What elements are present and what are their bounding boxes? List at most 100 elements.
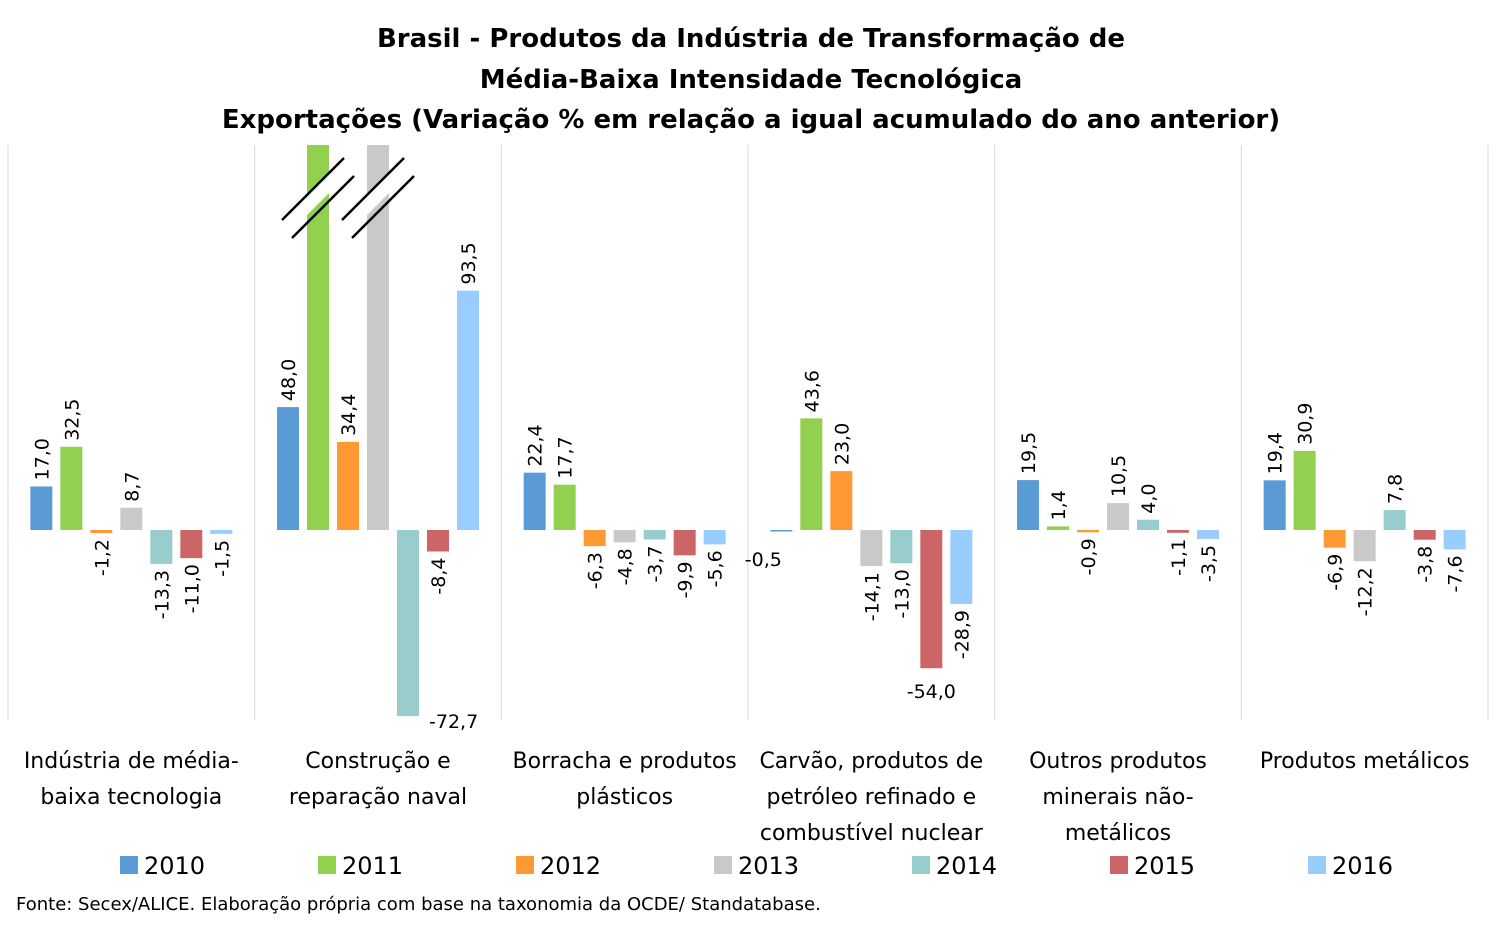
axis-break-line (341, 157, 405, 221)
bar-2011 (307, 145, 329, 530)
axis-break-line (281, 157, 345, 221)
source-note: Fonte: Secex/ALICE. Elaboração própria c… (16, 894, 821, 915)
category-label: reparação naval (289, 785, 467, 810)
axis-break-line (351, 175, 415, 239)
bar-2011 (553, 484, 576, 530)
bar-2010 (277, 407, 299, 530)
data-label-2011: 32,5 (61, 398, 83, 440)
legend-swatch-2016 (1308, 856, 1326, 874)
data-label-2015: -1,1 (1168, 539, 1190, 576)
legend-swatch-2013 (714, 856, 732, 874)
data-label-2011: 30,9 (1295, 403, 1317, 445)
legend-label-2012: 2012 (540, 852, 601, 880)
category-label: plásticos (576, 785, 673, 810)
category-label: petróleo refinado e (767, 785, 977, 810)
data-label-2016: 93,5 (458, 242, 480, 284)
chart-title-line: Exportações (Variação % em relação a igu… (222, 105, 1280, 135)
data-label-2012: -1,2 (91, 539, 113, 576)
data-label-2014: -3,7 (645, 545, 667, 582)
bar-2015 (1413, 530, 1436, 540)
bar-2013 (367, 145, 389, 530)
axis-break-gap (282, 158, 354, 230)
data-label-2011: 1,4 (1048, 490, 1070, 520)
category-label: Borracha e produtos (513, 749, 737, 774)
category-label: combustível nuclear (760, 821, 984, 846)
legend-swatch-2015 (1110, 856, 1128, 874)
data-label-2016: -1,5 (211, 540, 233, 577)
data-label-2010: 48,0 (278, 359, 300, 401)
category-label: Construção e (305, 749, 450, 774)
legend-label-2015: 2015 (1134, 852, 1195, 880)
data-label-2013: 8,7 (121, 472, 143, 502)
bar-2011 (800, 418, 823, 530)
data-labels: 17,0 32,5 -1,2 8,7 -13,3 -11,0 -1,5 48,0 34,4 -72… (31, 242, 1466, 733)
data-label-2013: 10,5 (1108, 455, 1130, 497)
bar-2013 (613, 530, 636, 543)
data-label-2014: 7,8 (1385, 474, 1407, 504)
axis-break-gap (342, 158, 414, 230)
data-label-2013: -14,1 (861, 572, 883, 621)
legend-label-2010: 2010 (144, 852, 205, 880)
data-label-2013: -4,8 (615, 548, 637, 585)
bar-2011 (1047, 526, 1069, 530)
category-dividers (7, 145, 1489, 720)
data-label-2010: 22,4 (525, 424, 547, 466)
bar-2012 (830, 471, 853, 530)
category-label: minerais não- (1042, 785, 1193, 810)
bar-2010 (1017, 480, 1039, 530)
bar-2015 (920, 530, 943, 669)
category-label: Carvão, produtos de (759, 749, 983, 774)
bar-2010 (1263, 480, 1286, 530)
bar-2010 (30, 486, 53, 530)
data-label-2014: 4,0 (1138, 484, 1160, 514)
bar-2013 (120, 507, 143, 530)
bars (30, 145, 1466, 717)
legend-swatch-2011 (318, 856, 336, 874)
category-label: Indústria de média- (24, 749, 239, 774)
data-label-2012: 34,4 (338, 394, 360, 436)
data-label-2012: -0,9 (1078, 538, 1100, 575)
bar-2012 (1323, 530, 1346, 548)
legend-label-2011: 2011 (342, 852, 403, 880)
legend: 2010 2011 2012 2013 2014 2015 2016 (120, 852, 1393, 880)
legend-swatch-2014 (912, 856, 930, 874)
data-label-2014: -72,7 (429, 711, 478, 733)
data-label-2011: 17,7 (555, 436, 577, 478)
bar-2014 (397, 530, 419, 717)
data-label-2014: -13,0 (891, 569, 913, 618)
data-label-2013: -12,2 (1355, 567, 1377, 616)
data-label-2015: -11,0 (181, 564, 203, 613)
data-label-2016: -28,9 (951, 610, 973, 659)
category-label: Produtos metálicos (1260, 749, 1470, 774)
bar-2014 (890, 530, 913, 564)
axis-break-marks (281, 157, 415, 239)
data-label-2015: -3,8 (1415, 546, 1437, 583)
bar-2016 (457, 290, 479, 530)
bar-2016 (950, 530, 973, 604)
bar-2014 (643, 530, 666, 540)
bar-2016 (210, 530, 233, 534)
data-label-2015: -54,0 (907, 681, 956, 703)
bar-2015 (1167, 530, 1189, 533)
bar-2010 (523, 472, 546, 530)
data-label-2010: 17,0 (31, 438, 53, 480)
data-label-2010: 19,5 (1018, 432, 1040, 474)
bar-2012 (90, 530, 113, 534)
bar-2015 (427, 530, 449, 552)
data-label-2012: 23,0 (831, 423, 853, 465)
category-label: metálicos (1065, 821, 1171, 846)
legend-swatch-2010 (120, 856, 138, 874)
legend-label-2016: 2016 (1332, 852, 1393, 880)
bar-2013 (860, 530, 883, 567)
data-label-2015: -8,4 (428, 558, 450, 595)
bar-2012 (583, 530, 606, 547)
data-label-2012: -6,3 (585, 552, 607, 589)
legend-label-2014: 2014 (936, 852, 997, 880)
bar-2010 (770, 530, 793, 532)
bar-2012 (337, 441, 359, 530)
category-labels: Indústria de média-baixa tecnologia Const… (24, 749, 1470, 846)
data-label-2016: -5,6 (705, 550, 727, 587)
chart-title-line: Brasil - Produtos da Indústria de Transf… (377, 24, 1125, 54)
data-label-2016: -3,5 (1198, 545, 1220, 582)
bar-2014 (1137, 519, 1159, 530)
